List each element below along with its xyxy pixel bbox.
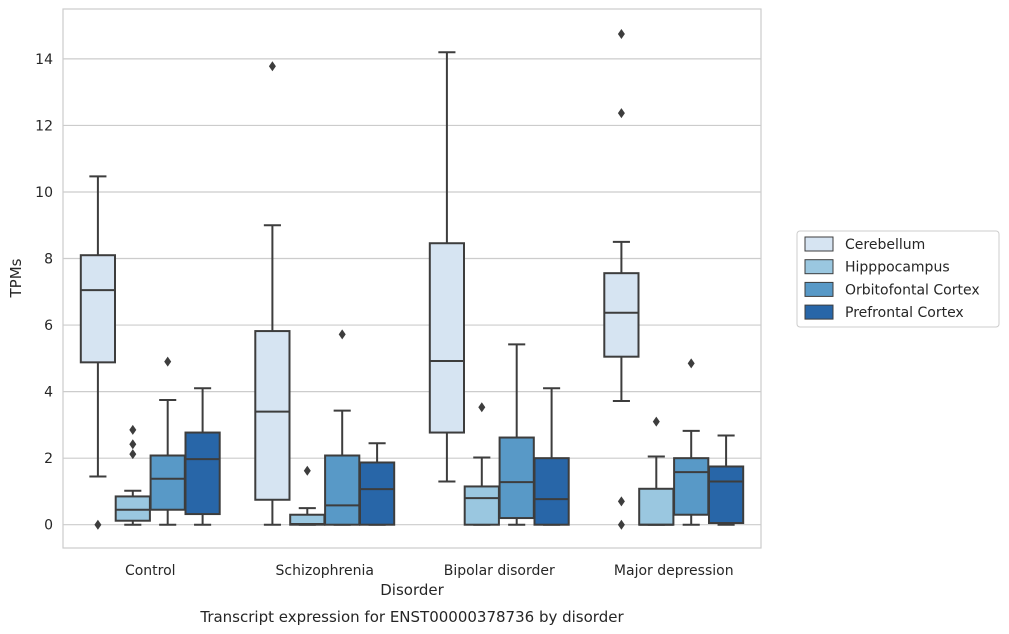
box <box>533 387 570 526</box>
box-iqr <box>498 436 535 520</box>
legend: Cerebellum Hipppocampus Orbitofontal Corte… <box>796 230 1000 328</box>
box <box>603 28 640 530</box>
y-tick-label: 12 <box>35 118 53 134</box>
box <box>184 387 221 526</box>
legend-label: Cerebellum <box>845 237 925 253</box>
outlier-point <box>338 329 346 340</box>
legend-label: Orbitofontal Cortex <box>845 282 980 298</box>
box-iqr <box>254 330 291 501</box>
outlier-point <box>617 108 625 119</box>
box-iqr <box>114 495 151 522</box>
outlier-point <box>478 402 486 413</box>
box-groups <box>79 28 745 530</box>
outlier-point <box>303 465 311 476</box>
outlier-point <box>129 424 137 435</box>
outlier-point <box>617 28 625 39</box>
box-iqr <box>149 454 186 511</box>
box <box>114 424 151 526</box>
box <box>428 51 466 483</box>
box-iqr <box>638 487 675 526</box>
box <box>707 434 745 526</box>
plot-area-frame <box>62 8 762 549</box>
y-tick-label: 14 <box>35 52 53 68</box>
outlier-point <box>268 61 276 72</box>
outlier-point <box>164 356 172 367</box>
outlier-point <box>652 416 660 427</box>
legend-label: Hipppocampus <box>845 260 950 276</box>
box <box>673 358 710 526</box>
y-tick-label: 6 <box>44 318 53 334</box>
box-iqr <box>533 457 570 526</box>
legend-swatch <box>804 304 834 320</box>
y-tick-label: 4 <box>44 385 53 401</box>
box <box>638 416 675 526</box>
box <box>254 61 291 526</box>
box-iqr <box>707 465 745 525</box>
legend-swatch <box>804 281 834 297</box>
y-tick-label: 0 <box>44 518 53 534</box>
x-tick-label: Bipolar disorder <box>444 563 555 579</box>
x-tick-labels: Control Schizophrenia Bipolar disorder Majo… <box>125 563 734 579</box>
box <box>289 465 326 526</box>
box-iqr <box>603 272 640 358</box>
box <box>149 356 186 526</box>
box-iqr <box>358 461 396 526</box>
box <box>463 402 500 526</box>
x-axis-title: Disorder <box>380 581 444 599</box>
box <box>324 329 361 526</box>
box <box>358 442 396 526</box>
chart-caption: Transcript expression for ENST0000037873… <box>199 608 624 626</box>
box-iqr <box>463 485 500 526</box>
box-iqr <box>324 454 361 526</box>
legend-swatch <box>804 236 834 252</box>
outlier-point <box>129 439 137 450</box>
y-tick-labels: 0 2 4 6 8 10 12 14 <box>35 52 53 534</box>
box-iqr <box>673 457 710 516</box>
box <box>79 175 117 530</box>
x-tick-label: Control <box>125 563 176 579</box>
box-iqr <box>428 242 466 434</box>
box-iqr <box>79 254 117 364</box>
outlier-point <box>687 358 695 369</box>
legend-swatch <box>804 259 834 275</box>
y-axis-title: TPMs <box>7 258 25 298</box>
outlier-point <box>617 496 625 507</box>
y-tick-label: 10 <box>35 185 53 201</box>
y-tick-label: 8 <box>44 252 53 268</box>
x-tick-label: Schizophrenia <box>276 563 374 579</box>
legend-frame <box>796 230 1000 328</box>
box <box>498 343 535 526</box>
outlier-point <box>617 519 625 530</box>
box-iqr <box>184 431 221 516</box>
legend-label: Prefrontal Cortex <box>845 305 964 321</box>
x-tick-label: Major depression <box>614 563 734 579</box>
y-tick-label: 2 <box>44 451 53 467</box>
outlier-point <box>94 519 102 530</box>
outlier-point <box>129 449 137 460</box>
